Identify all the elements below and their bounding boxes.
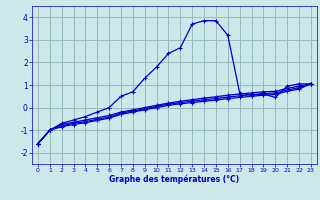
X-axis label: Graphe des températures (°C): Graphe des températures (°C) [109, 175, 239, 184]
